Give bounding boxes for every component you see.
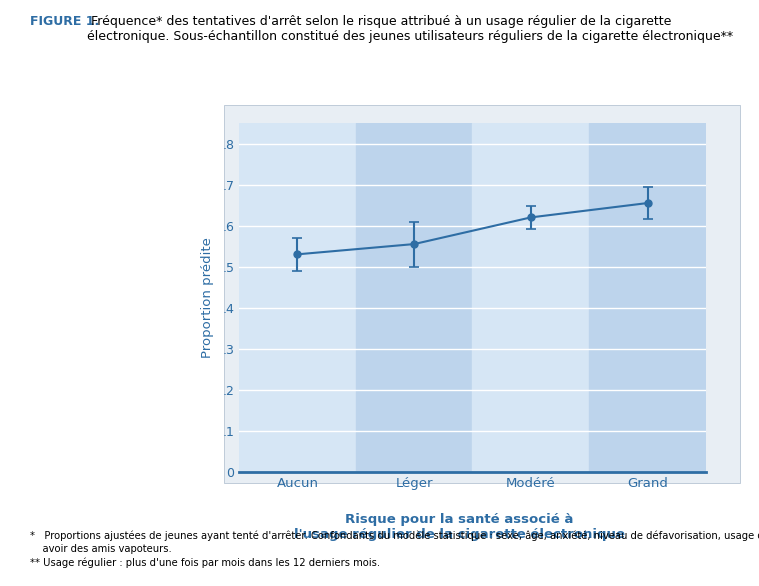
Bar [356, 123, 472, 472]
Text: Fréquence* des tentatives d'arrêt selon le risque attribué à un usage régulier d: Fréquence* des tentatives d'arrêt selon … [87, 15, 733, 43]
Bar [239, 123, 356, 472]
Bar [589, 123, 706, 472]
Bar [472, 123, 589, 472]
Text: FIGURE 1.: FIGURE 1. [30, 15, 99, 28]
Text: *   Proportions ajustées de jeunes ayant tenté d'arrêter. Confondants du modèle : * Proportions ajustées de jeunes ayant t… [30, 530, 759, 568]
Y-axis label: Proportion prédite: Proportion prédite [201, 237, 214, 358]
Text: Risque pour la santé associé à
l'usage régulier de la cigarette électronique: Risque pour la santé associé à l'usage r… [294, 513, 625, 541]
